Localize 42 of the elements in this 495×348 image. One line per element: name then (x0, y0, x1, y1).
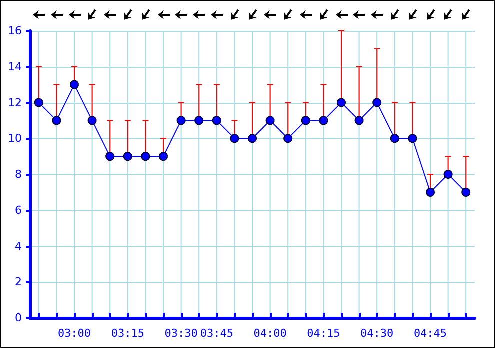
x-tick-label: 04:00 (254, 327, 287, 340)
point (230, 134, 240, 144)
x-tick-label: 03:00 (58, 327, 92, 340)
y-tick-label: 0 (15, 312, 22, 324)
x-tick-label: 03:45 (200, 327, 234, 340)
point (34, 98, 44, 108)
point (426, 188, 435, 197)
x-tick-label: 04:30 (360, 327, 394, 340)
x-tick-label: 04:15 (307, 327, 340, 340)
point (319, 116, 328, 126)
point (337, 98, 346, 108)
y-tick-label: 10 (8, 132, 22, 146)
point (70, 80, 79, 90)
y-tick-label: 6 (15, 204, 22, 217)
y-tick-label: 2 (15, 276, 22, 289)
point (159, 152, 168, 162)
x-tick-label: 03:30 (164, 327, 198, 340)
y-tick-label: 8 (15, 168, 22, 181)
y-tick-label: 14 (8, 60, 22, 74)
x-tick-label: 04:45 (414, 327, 448, 340)
point (266, 116, 275, 126)
point (372, 98, 382, 108)
point (354, 116, 364, 126)
point (390, 134, 400, 144)
point (462, 188, 471, 197)
point (106, 152, 115, 162)
point (123, 152, 132, 162)
point (301, 116, 310, 126)
point (212, 116, 222, 126)
point (284, 134, 293, 144)
point (248, 134, 257, 144)
point (194, 116, 204, 126)
y-tick-label: 12 (8, 96, 22, 110)
x-tick-label: 03:15 (111, 327, 144, 340)
point (141, 152, 150, 162)
point (408, 134, 418, 144)
point (88, 116, 97, 126)
y-tick-label: 16 (8, 24, 22, 38)
point (176, 116, 186, 126)
point (52, 116, 62, 126)
y-tick-label: 4 (15, 240, 22, 253)
point (444, 170, 453, 179)
